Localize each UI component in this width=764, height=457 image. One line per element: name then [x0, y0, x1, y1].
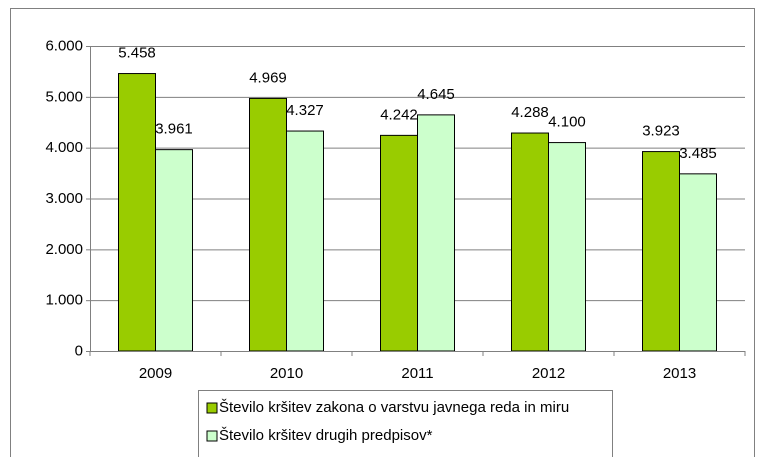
legend-label: Število kršitev zakona o varstvu javnega… [219, 399, 569, 416]
bar [548, 142, 586, 352]
y-tick-label: 2.000 [45, 241, 83, 258]
value-label: 4.969 [249, 69, 287, 86]
y-tick-label: 4.000 [45, 139, 83, 156]
bar [417, 114, 455, 352]
bar [249, 97, 287, 352]
legend-label: Število kršitev drugih predpisov* [219, 427, 433, 444]
value-label: 4.288 [511, 104, 549, 121]
y-tick-label: 5.000 [45, 88, 83, 105]
x-tick-label: 2010 [270, 365, 303, 382]
value-label: 3.923 [642, 123, 680, 140]
x-tick-label: 2012 [532, 365, 565, 382]
bar [118, 73, 156, 352]
bar [155, 149, 193, 352]
value-label: 3.961 [155, 121, 193, 138]
y-tick-label: 1.000 [45, 292, 83, 309]
bar [511, 132, 549, 352]
legend-swatch [206, 402, 218, 414]
x-tick-label: 2009 [139, 365, 172, 382]
x-tick-label: 2013 [663, 365, 696, 382]
y-tick-label: 6.000 [45, 37, 83, 54]
value-label: 3.485 [679, 145, 717, 162]
x-tick-label: 2011 [401, 365, 433, 382]
y-tick-label: 3.000 [45, 190, 83, 207]
chart-frame [10, 8, 755, 457]
value-label: 5.458 [118, 45, 156, 62]
value-label: 4.242 [380, 106, 418, 123]
bar [642, 151, 680, 352]
value-label: 4.327 [286, 102, 324, 119]
bar [679, 173, 717, 352]
legend-box [198, 390, 613, 457]
bar [380, 134, 418, 352]
legend-swatch [206, 430, 218, 442]
y-tick-label: 0 [75, 342, 83, 359]
value-label: 4.645 [417, 86, 455, 103]
bar [286, 130, 324, 352]
value-label: 4.100 [548, 114, 586, 131]
